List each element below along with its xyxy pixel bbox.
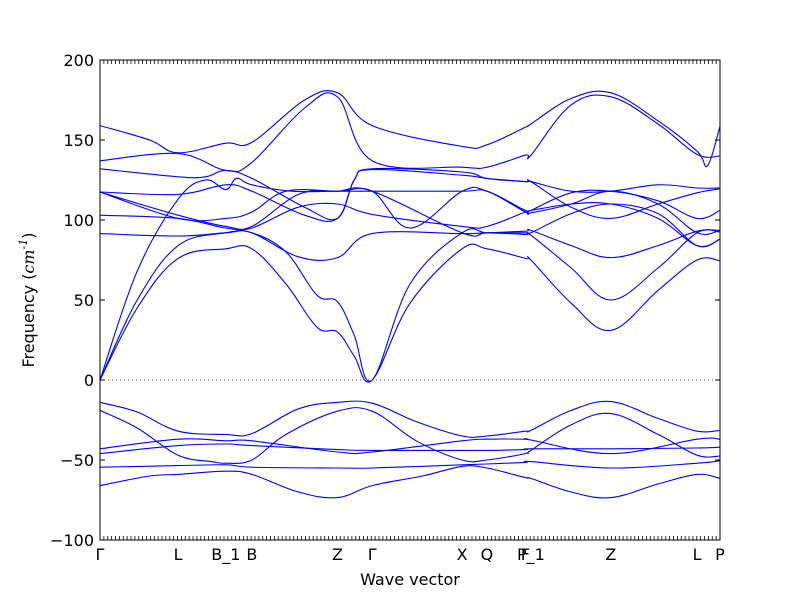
band-line-6 [100, 400, 720, 438]
band-line-11 [100, 189, 720, 231]
y-tick-label: 0 [84, 371, 94, 390]
y-axis-label: Frequency (cm-1) [17, 232, 38, 367]
k-point-label: Γ [96, 545, 105, 564]
k-point-label: L [693, 545, 702, 564]
k-point-label: X [457, 545, 468, 564]
band-lines [100, 90, 720, 499]
y-tick-label: −50 [60, 451, 94, 470]
band-line-17 [100, 90, 720, 168]
band-line-13 [100, 189, 720, 247]
band-line-14 [100, 168, 720, 223]
k-point-label: B_1 [211, 545, 240, 565]
x-axis-label: Wave vector [360, 570, 460, 589]
y-tick-label: 50 [74, 291, 94, 310]
band-line-10 [100, 228, 720, 261]
y-tick-label: −100 [50, 531, 94, 550]
k-point-label: Z [332, 545, 343, 564]
k-point-label: L [174, 545, 183, 564]
band-line-1 [100, 465, 720, 499]
band-line-3 [100, 443, 720, 455]
y-tick-label: 150 [63, 131, 94, 150]
k-point-label: Q [481, 545, 494, 564]
k-point-label: F [521, 545, 530, 564]
y-tick-label: 100 [63, 211, 94, 230]
band-line-12 [100, 187, 720, 248]
band-line-7 [100, 243, 720, 383]
k-point-label: Γ [368, 545, 377, 564]
band-line-2 [100, 460, 720, 469]
k-point-label: P [715, 545, 725, 564]
k-point-label: Z [605, 545, 616, 564]
band-line-15 [100, 167, 720, 221]
k-point-label: P_1 [517, 545, 545, 565]
band-line-5 [100, 407, 720, 464]
k-point-label: B [246, 545, 257, 564]
band-line-16 [100, 92, 720, 173]
y-tick-label: 200 [63, 51, 94, 70]
axis-ticks [99, 59, 721, 541]
band-line-4 [100, 437, 720, 455]
